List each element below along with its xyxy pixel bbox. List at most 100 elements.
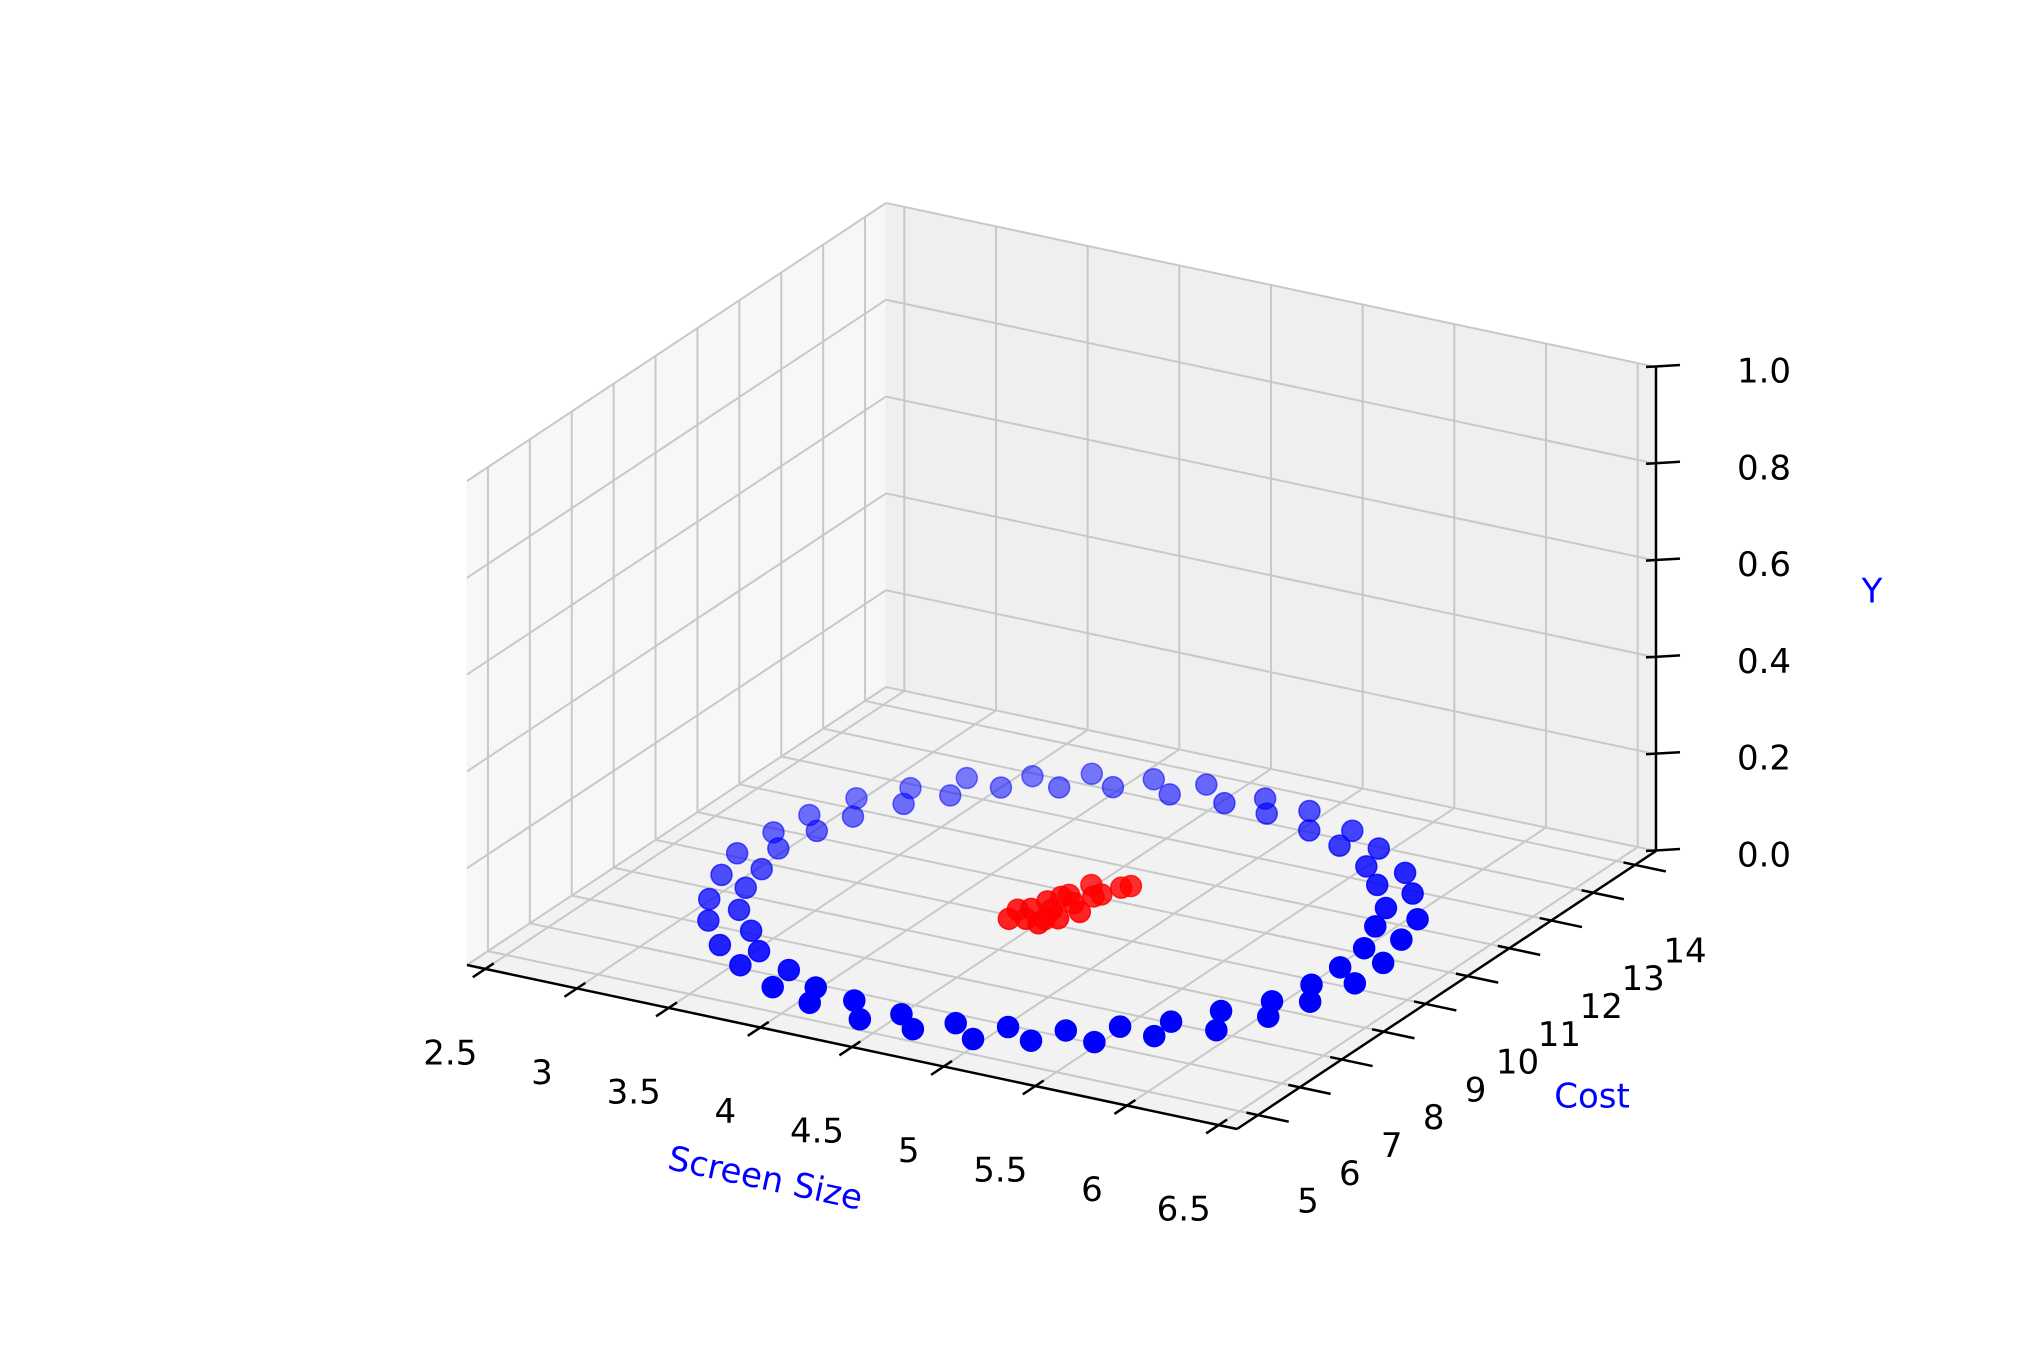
point [1298, 799, 1321, 823]
point [1401, 882, 1424, 905]
y-tick [1246, 1111, 1290, 1123]
point [1054, 1019, 1078, 1042]
y-tick-label: 9 [1465, 1070, 1487, 1110]
point [1019, 1029, 1043, 1052]
point [848, 1008, 872, 1031]
y-tick [1371, 1028, 1415, 1040]
z-tick [1645, 750, 1681, 756]
y-tick-label: 10 [1496, 1043, 1539, 1083]
grid-line [487, 950, 1259, 1117]
point [1142, 1024, 1166, 1048]
point [901, 1017, 925, 1041]
grid-line [885, 589, 1657, 756]
point [961, 1027, 985, 1051]
point [1083, 1030, 1106, 1054]
point [996, 1015, 1020, 1039]
y-tick-label: 6 [1339, 1154, 1361, 1194]
z-tick-label: 0.4 [1737, 642, 1791, 682]
y-tick-label: 7 [1381, 1126, 1403, 1166]
point [1406, 907, 1429, 931]
y-tick [1288, 1083, 1331, 1096]
point [729, 953, 752, 977]
x-tick [1113, 1098, 1137, 1115]
point [955, 766, 979, 790]
point [697, 887, 721, 911]
point [725, 841, 749, 865]
grid-line [466, 298, 887, 579]
point [944, 1011, 967, 1035]
point [1047, 776, 1071, 799]
point [1209, 999, 1233, 1023]
grid-line [885, 395, 1657, 562]
y-tick-label: 11 [1538, 1015, 1581, 1055]
point [1101, 775, 1125, 799]
z-tick-label: 1.0 [1737, 352, 1791, 392]
y-tick-label: 5 [1297, 1182, 1319, 1222]
x-tick-label: 3 [531, 1053, 553, 1093]
y-tick-label: 13 [1622, 959, 1665, 999]
z-axis-label: Y [1861, 572, 1883, 612]
point [841, 805, 865, 828]
point [1006, 898, 1030, 921]
point [762, 821, 785, 844]
point [747, 939, 771, 963]
point [1049, 885, 1073, 909]
x-tick [747, 1020, 770, 1037]
z-tick-label: 0.0 [1737, 836, 1791, 876]
axis-line [1236, 849, 1657, 1131]
y-tick [1413, 1000, 1457, 1012]
point [1355, 855, 1378, 878]
z-tick [1645, 654, 1681, 659]
grid-line [885, 298, 1657, 465]
y-tick-label: 12 [1580, 987, 1623, 1027]
point [1080, 762, 1104, 786]
point [739, 919, 763, 943]
grid-line [529, 922, 1301, 1089]
y-axis-label: Cost [1554, 1077, 1630, 1117]
axes: 2.5 3 3.5 4 4.5 5 5.5 6 6.5 5678910111213140.00.2… [423, 352, 1791, 1230]
point [1393, 861, 1417, 885]
y-tick [1497, 944, 1541, 957]
grid-line [484, 690, 905, 970]
point [727, 898, 751, 922]
x-tick [472, 962, 495, 979]
x-tick-label: 6 [1081, 1170, 1103, 1210]
y-tick [1623, 861, 1667, 873]
x-tick [655, 1001, 678, 1018]
grid-line [466, 202, 887, 482]
point [750, 857, 773, 881]
z-tick-label: 0.8 [1737, 448, 1791, 488]
z-tick [1645, 460, 1681, 466]
points [697, 762, 1429, 1054]
point [1365, 873, 1389, 897]
point [845, 786, 868, 810]
point [1374, 896, 1398, 920]
z-tick [1645, 847, 1681, 853]
grid-line [822, 727, 1594, 894]
point [1343, 972, 1367, 995]
y-tick [1329, 1055, 1373, 1068]
point [1159, 1010, 1183, 1033]
z-tick [1645, 363, 1681, 369]
point [798, 991, 821, 1014]
point [1205, 1018, 1228, 1042]
point [1068, 900, 1092, 924]
point [989, 776, 1013, 799]
point [1328, 956, 1352, 979]
point [1297, 819, 1321, 842]
point [1119, 874, 1143, 898]
point [798, 803, 821, 827]
point [1341, 819, 1364, 843]
y-tick [1539, 916, 1583, 929]
point [777, 958, 801, 982]
point [697, 909, 720, 932]
grid-line [466, 686, 887, 966]
y-tick [1581, 889, 1625, 901]
grid-line [1218, 846, 1639, 1126]
point [1367, 837, 1391, 860]
point [890, 1002, 913, 1026]
z-tick [1645, 557, 1681, 562]
point [710, 863, 733, 887]
point [1213, 791, 1236, 815]
x-tick-label: 5.5 [973, 1151, 1027, 1191]
